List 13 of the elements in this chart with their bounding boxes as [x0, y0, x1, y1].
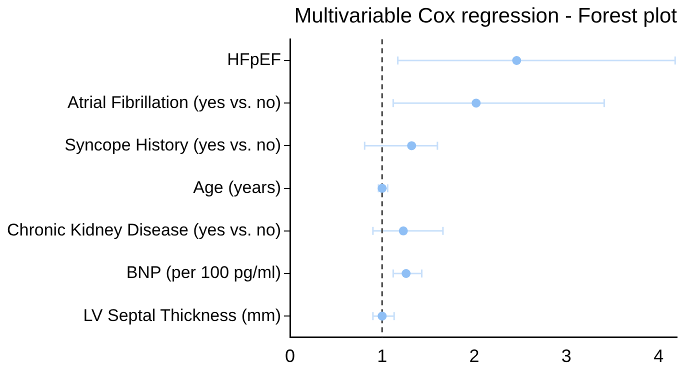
y-tick-label: Syncope History (yes vs. no): [64, 135, 281, 154]
x-tick-label: 0: [284, 346, 296, 366]
y-tick-label: Atrial Fibrillation (yes vs. no): [67, 92, 281, 112]
x-tick-label: 1: [377, 346, 388, 366]
x-tick-label: 2: [469, 346, 480, 366]
y-tick-label: LV Septal Thickness (mm): [83, 306, 281, 325]
y-tick-label: BNP (per 100 pg/ml): [126, 263, 281, 282]
y-tick-label: HFpEF: [227, 50, 281, 70]
x-tick-label: 3: [561, 346, 572, 366]
y-tick-label: Chronic Kidney Disease (yes vs. no): [6, 220, 281, 240]
chart-title: Multivariable Cox regression - Forest plot: [294, 4, 678, 28]
x-tick-label: 4: [654, 346, 664, 366]
y-tick-label: Age (years): [193, 178, 281, 197]
